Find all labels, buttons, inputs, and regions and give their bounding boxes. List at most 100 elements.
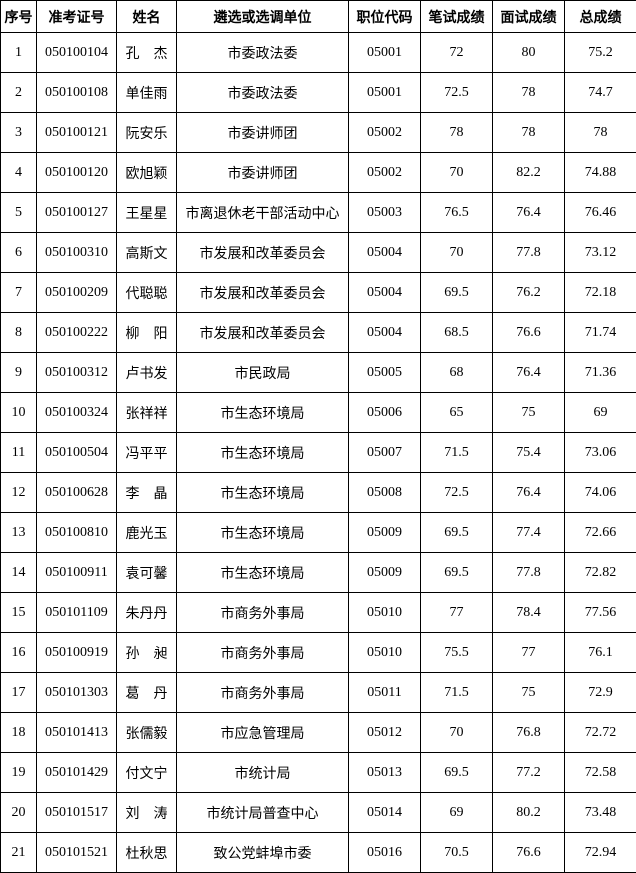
cell-seq: 16 xyxy=(1,633,37,673)
cell-name: 孙 昶 xyxy=(117,633,177,673)
cell-seq: 17 xyxy=(1,673,37,713)
cell-name: 张儒毅 xyxy=(117,713,177,753)
header-name: 姓名 xyxy=(117,1,177,33)
cell-interview-score: 78 xyxy=(493,113,565,153)
cell-exam-id: 050100911 xyxy=(37,553,117,593)
cell-unit: 市商务外事局 xyxy=(177,633,349,673)
cell-exam-id: 050100310 xyxy=(37,233,117,273)
cell-position-code: 05010 xyxy=(349,633,421,673)
cell-name: 王星星 xyxy=(117,193,177,233)
cell-total-score: 78 xyxy=(565,113,636,153)
cell-interview-score: 77 xyxy=(493,633,565,673)
cell-position-code: 05003 xyxy=(349,193,421,233)
header-exam-id: 准考证号 xyxy=(37,1,117,33)
table-row: 21050101521杜秋思致公党蚌埠市委0501670.576.672.94 xyxy=(1,833,636,873)
cell-total-score: 72.9 xyxy=(565,673,636,713)
cell-exam-id: 050100810 xyxy=(37,513,117,553)
cell-position-code: 05016 xyxy=(349,833,421,873)
cell-interview-score: 78 xyxy=(493,73,565,113)
cell-total-score: 72.82 xyxy=(565,553,636,593)
cell-unit: 市委政法委 xyxy=(177,73,349,113)
cell-total-score: 72.94 xyxy=(565,833,636,873)
cell-seq: 6 xyxy=(1,233,37,273)
cell-exam-id: 050101303 xyxy=(37,673,117,713)
cell-unit: 市生态环境局 xyxy=(177,393,349,433)
cell-exam-id: 050100312 xyxy=(37,353,117,393)
cell-written-score: 69.5 xyxy=(421,753,493,793)
cell-total-score: 72.18 xyxy=(565,273,636,313)
cell-exam-id: 050100209 xyxy=(37,273,117,313)
cell-exam-id: 050100104 xyxy=(37,33,117,73)
cell-total-score: 76.46 xyxy=(565,193,636,233)
cell-position-code: 05010 xyxy=(349,593,421,633)
cell-unit: 市商务外事局 xyxy=(177,673,349,713)
cell-position-code: 05005 xyxy=(349,353,421,393)
table-row: 4050100120欧旭颖市委讲师团050027082.274.88 xyxy=(1,153,636,193)
cell-seq: 20 xyxy=(1,793,37,833)
cell-position-code: 05002 xyxy=(349,153,421,193)
cell-name: 袁可馨 xyxy=(117,553,177,593)
cell-total-score: 74.88 xyxy=(565,153,636,193)
cell-name: 代聪聪 xyxy=(117,273,177,313)
cell-seq: 15 xyxy=(1,593,37,633)
cell-interview-score: 75 xyxy=(493,673,565,713)
cell-position-code: 05007 xyxy=(349,433,421,473)
header-total-score: 总成绩 xyxy=(565,1,636,33)
cell-total-score: 72.66 xyxy=(565,513,636,553)
cell-unit: 市发展和改革委员会 xyxy=(177,233,349,273)
table-row: 17050101303葛 丹市商务外事局0501171.57572.9 xyxy=(1,673,636,713)
cell-written-score: 78 xyxy=(421,113,493,153)
cell-interview-score: 76.8 xyxy=(493,713,565,753)
cell-written-score: 71.5 xyxy=(421,433,493,473)
cell-interview-score: 76.4 xyxy=(493,193,565,233)
cell-name: 孔 杰 xyxy=(117,33,177,73)
cell-unit: 市发展和改革委员会 xyxy=(177,273,349,313)
cell-total-score: 71.74 xyxy=(565,313,636,353)
cell-seq: 5 xyxy=(1,193,37,233)
cell-interview-score: 76.6 xyxy=(493,313,565,353)
cell-written-score: 69.5 xyxy=(421,553,493,593)
cell-name: 朱丹丹 xyxy=(117,593,177,633)
table-row: 14050100911袁可馨市生态环境局0500969.577.872.82 xyxy=(1,553,636,593)
header-row: 序号 准考证号 姓名 遴选或选调单位 职位代码 笔试成绩 面试成绩 总成绩 xyxy=(1,1,636,33)
cell-name: 鹿光玉 xyxy=(117,513,177,553)
cell-exam-id: 050100324 xyxy=(37,393,117,433)
cell-name: 单佳雨 xyxy=(117,73,177,113)
cell-seq: 13 xyxy=(1,513,37,553)
cell-exam-id: 050101521 xyxy=(37,833,117,873)
cell-interview-score: 80 xyxy=(493,33,565,73)
cell-exam-id: 050101517 xyxy=(37,793,117,833)
cell-exam-id: 050100628 xyxy=(37,473,117,513)
cell-total-score: 74.06 xyxy=(565,473,636,513)
cell-written-score: 72.5 xyxy=(421,473,493,513)
table-row: 1050100104孔 杰市委政法委05001728075.2 xyxy=(1,33,636,73)
cell-seq: 8 xyxy=(1,313,37,353)
cell-total-score: 72.72 xyxy=(565,713,636,753)
cell-total-score: 72.58 xyxy=(565,753,636,793)
cell-interview-score: 77.8 xyxy=(493,233,565,273)
cell-unit: 市商务外事局 xyxy=(177,593,349,633)
cell-written-score: 65 xyxy=(421,393,493,433)
table-row: 3050100121阮安乐市委讲师团05002787878 xyxy=(1,113,636,153)
results-table: 序号 准考证号 姓名 遴选或选调单位 职位代码 笔试成绩 面试成绩 总成绩 10… xyxy=(0,0,636,873)
cell-written-score: 76.5 xyxy=(421,193,493,233)
table-row: 8050100222柳 阳市发展和改革委员会0500468.576.671.74 xyxy=(1,313,636,353)
cell-unit: 市离退休老干部活动中心 xyxy=(177,193,349,233)
cell-written-score: 70.5 xyxy=(421,833,493,873)
table-row: 20050101517刘 涛市统计局普查中心050146980.273.48 xyxy=(1,793,636,833)
cell-name: 李 晶 xyxy=(117,473,177,513)
cell-interview-score: 82.2 xyxy=(493,153,565,193)
cell-seq: 2 xyxy=(1,73,37,113)
cell-unit: 致公党蚌埠市委 xyxy=(177,833,349,873)
cell-name: 刘 涛 xyxy=(117,793,177,833)
cell-position-code: 05012 xyxy=(349,713,421,753)
cell-written-score: 70 xyxy=(421,713,493,753)
cell-position-code: 05002 xyxy=(349,113,421,153)
cell-exam-id: 050100120 xyxy=(37,153,117,193)
cell-interview-score: 77.2 xyxy=(493,753,565,793)
cell-unit: 市委讲师团 xyxy=(177,113,349,153)
cell-name: 高斯文 xyxy=(117,233,177,273)
cell-interview-score: 75.4 xyxy=(493,433,565,473)
cell-seq: 12 xyxy=(1,473,37,513)
cell-seq: 14 xyxy=(1,553,37,593)
